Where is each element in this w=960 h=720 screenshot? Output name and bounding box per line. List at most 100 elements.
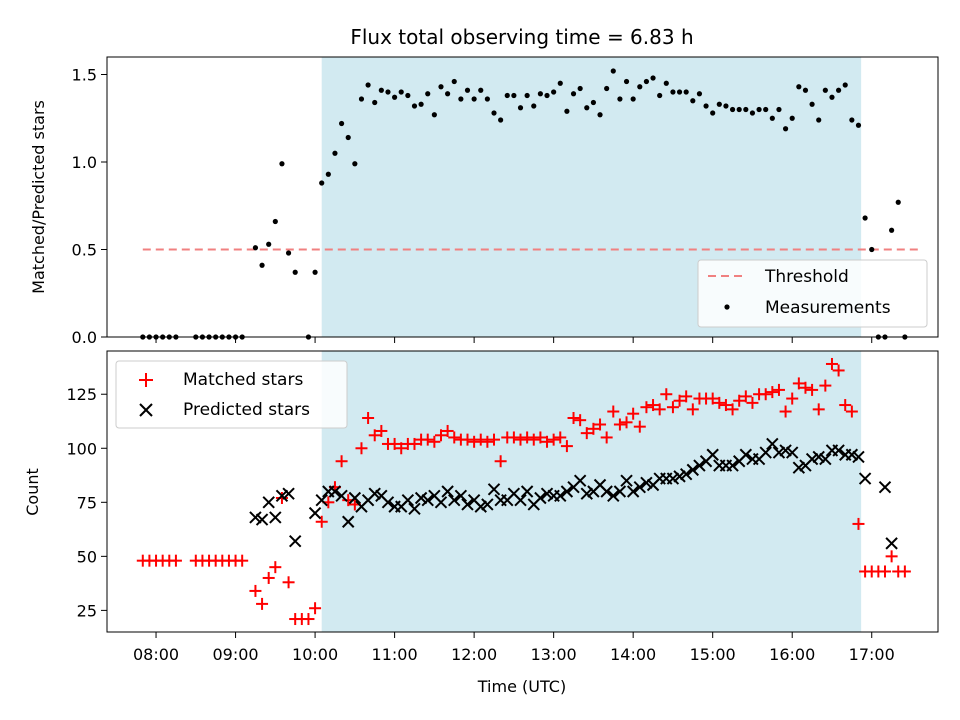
matched-point-99 [812, 403, 825, 416]
matched-point-14 [249, 584, 262, 597]
measurement-point-39 [425, 91, 431, 97]
predicted-point-10 [328, 485, 342, 498]
top-x-ticks [155, 337, 873, 343]
predicted-point-92 [885, 537, 898, 550]
measurement-point-62 [577, 85, 583, 92]
predicted-point-76 [766, 437, 779, 451]
measurement-point-33 [385, 89, 391, 95]
matched-point-41 [428, 435, 441, 448]
bottom-x-tick-label-6: 14:00 [610, 645, 656, 664]
predicted-point-65 [693, 459, 706, 472]
matched-point-23 [309, 602, 322, 615]
matched-point-47 [468, 435, 481, 448]
matched-point-101 [825, 357, 838, 370]
predicted-point-45 [560, 485, 574, 498]
predicted-point-51 [600, 485, 613, 498]
matched-point-110 [885, 550, 898, 563]
measurement-point-48 [484, 96, 490, 102]
measurement-point-88 [749, 110, 756, 116]
predicted-point-63 [679, 468, 693, 481]
matched-point-77 [666, 401, 679, 414]
predicted-point-78 [779, 444, 792, 457]
top-legend: Threshold Measurements [697, 259, 928, 328]
predicted-point-77 [772, 446, 786, 459]
measurement-point-20 [292, 269, 298, 275]
measurement-point-53 [517, 105, 524, 111]
predicted-point-7 [308, 506, 322, 520]
measurement-point-16 [266, 241, 272, 247]
predicted-point-57 [640, 476, 653, 490]
predicted-point-1 [255, 513, 269, 526]
measurement-point-61 [570, 91, 577, 97]
matched-point-102 [832, 364, 845, 377]
bottom-y-ticks: 25 50 75 100 125 [66, 385, 107, 620]
matched-point-57 [534, 431, 547, 444]
matched-point-53 [507, 431, 520, 444]
bottom-x-tick-label-1: 09:00 [213, 645, 259, 664]
bottom-x-tick-label-9: 17:00 [849, 645, 895, 664]
measurement-point-32 [378, 87, 384, 93]
measurement-point-99 [822, 87, 828, 93]
measurement-point-78 [683, 89, 689, 95]
measurement-point-70 [630, 96, 636, 102]
bottom-x-tick-label-5: 13:00 [531, 645, 577, 664]
matched-point-62 [567, 412, 580, 425]
matched-point-87 [733, 394, 746, 407]
matched-point-88 [739, 390, 752, 403]
matched-point-43 [441, 424, 454, 437]
measurement-point-102 [842, 82, 848, 88]
measurement-point-109 [889, 227, 895, 233]
matched-point-18 [275, 491, 288, 504]
matched-point-86 [726, 403, 739, 416]
matched-point-27 [335, 455, 348, 468]
matched-point-35 [388, 437, 401, 450]
measurement-point-47 [478, 87, 484, 93]
measurement-point-65 [597, 112, 603, 118]
top-y-tick-label-3: 1.5 [72, 66, 97, 85]
top-legend-box [697, 259, 928, 328]
predicted-point-39 [520, 485, 534, 498]
bottom-legend: Matched stars Predicted stars [115, 360, 348, 429]
measurement-point-45 [464, 87, 471, 93]
predicted-point-86 [832, 444, 845, 457]
matched-point-94 [779, 405, 792, 418]
predicted-point-91 [878, 480, 892, 494]
matched-point-74 [647, 399, 660, 412]
predicted-point-28 [448, 493, 461, 507]
matched-point-46 [461, 433, 474, 446]
top-chart-title: Flux total observing time = 6.83 h [350, 25, 693, 49]
matched-point-17 [269, 561, 282, 574]
matched-point-60 [554, 431, 567, 444]
bottom-x-tick-label-2: 10:00 [292, 645, 338, 664]
predicted-point-27 [441, 485, 454, 498]
matched-point-63 [574, 414, 587, 427]
predicted-point-33 [481, 498, 494, 511]
measurement-point-96 [802, 87, 809, 93]
matched-point-103 [839, 399, 852, 412]
measurement-point-74 [657, 92, 663, 99]
bottom-y-axis-label: Count [23, 468, 42, 516]
matched-point-15 [256, 597, 269, 610]
measurement-point-22 [312, 269, 318, 275]
matched-point-80 [686, 403, 699, 416]
matched-point-96 [792, 377, 805, 390]
measurement-point-106 [869, 246, 875, 253]
matched-point-64 [580, 427, 593, 440]
predicted-point-80 [792, 461, 806, 474]
bottom-x-tick-label-8: 16:00 [769, 645, 815, 664]
predicted-point-30 [461, 498, 474, 511]
predicted-point-22 [408, 502, 421, 515]
predicted-point-54 [620, 474, 633, 487]
matched-point-67 [600, 431, 613, 444]
matched-point-58 [541, 435, 554, 448]
measurement-point-28 [352, 161, 358, 167]
legend-predicted-label: Predicted stars [183, 400, 310, 420]
matched-point-104 [845, 405, 858, 418]
measurement-point-97 [809, 101, 815, 107]
top-y-axis-label: Matched/Predicted stars [29, 100, 48, 294]
predicted-point-29 [454, 489, 468, 503]
predicted-point-72 [739, 448, 753, 461]
measurement-point-50 [498, 117, 504, 123]
matched-point-65 [587, 422, 600, 435]
measurement-point-26 [338, 120, 345, 127]
